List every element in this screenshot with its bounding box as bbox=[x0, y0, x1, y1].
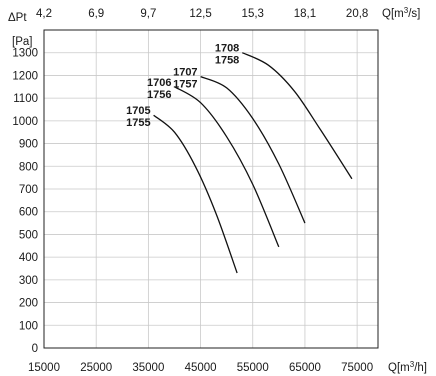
x2-axis-title: Q[m3/s] bbox=[382, 6, 420, 20]
y-tick-label: 300 bbox=[19, 275, 38, 287]
y-tick-label: 1300 bbox=[12, 48, 38, 60]
y-tick-label: 400 bbox=[19, 252, 38, 264]
y-tick-label: 800 bbox=[19, 161, 38, 173]
fan-curve-2 bbox=[174, 86, 280, 248]
y-tick-label: 100 bbox=[19, 320, 38, 332]
curve-label-top: 1706 bbox=[147, 77, 171, 89]
curve-label-top: 1708 bbox=[215, 43, 239, 55]
y-tick-label: 0 bbox=[32, 343, 38, 355]
x-tick-label: 45000 bbox=[185, 362, 217, 374]
curve-label-bottom: 1757 bbox=[173, 79, 197, 91]
y-tick-label: 1100 bbox=[13, 93, 38, 105]
x2-tick-label: 9,7 bbox=[140, 8, 156, 20]
curve-label-top: 1705 bbox=[126, 105, 150, 117]
curve-label-bottom: 1756 bbox=[147, 89, 171, 101]
y-axis-title: ΔPt bbox=[8, 12, 27, 24]
x-tick-label: 75000 bbox=[341, 362, 373, 374]
x-tick-label: 15000 bbox=[28, 362, 60, 374]
x2-tick-label: 15,3 bbox=[242, 8, 264, 20]
x-axis-title: Q[m3/h] bbox=[388, 360, 427, 374]
x2-tick-label: 12,5 bbox=[189, 8, 211, 20]
curve-label-bottom: 1755 bbox=[126, 117, 150, 129]
fan-curve-4 bbox=[242, 52, 353, 180]
curve-label-top: 1707 bbox=[173, 67, 197, 79]
plot-area-frame bbox=[43, 29, 379, 349]
y-tick-label: 700 bbox=[19, 184, 38, 196]
curve-label-bottom: 1758 bbox=[215, 55, 239, 67]
x2-tick-label: 6,9 bbox=[88, 8, 104, 20]
x-tick-label: 25000 bbox=[80, 362, 112, 374]
x-tick-label: 65000 bbox=[289, 362, 321, 374]
y-tick-label: 600 bbox=[19, 207, 38, 219]
y-tick-label: 1000 bbox=[12, 116, 38, 128]
y-axis-unit: [Pa] bbox=[12, 36, 32, 48]
grid-lines bbox=[43, 30, 378, 349]
y-tick-label: 200 bbox=[19, 298, 38, 310]
tick-labels: 0 100 200 300 400 500 600 700 800 900 1000 1100 1200… bbox=[12, 8, 373, 374]
y-tick-label: 500 bbox=[19, 229, 38, 241]
fan-curve-1 bbox=[153, 114, 238, 274]
x-tick-label: 55000 bbox=[237, 362, 269, 374]
x-tick-label: 35000 bbox=[132, 362, 164, 374]
fan-curve-3 bbox=[200, 75, 306, 224]
y-tick-label: 900 bbox=[19, 139, 38, 151]
x2-tick-label: 4,2 bbox=[36, 8, 52, 20]
x2-tick-label: 20,8 bbox=[346, 8, 368, 20]
x2-tick-label: 18,1 bbox=[294, 8, 316, 20]
y-tick-label: 1200 bbox=[12, 70, 38, 82]
